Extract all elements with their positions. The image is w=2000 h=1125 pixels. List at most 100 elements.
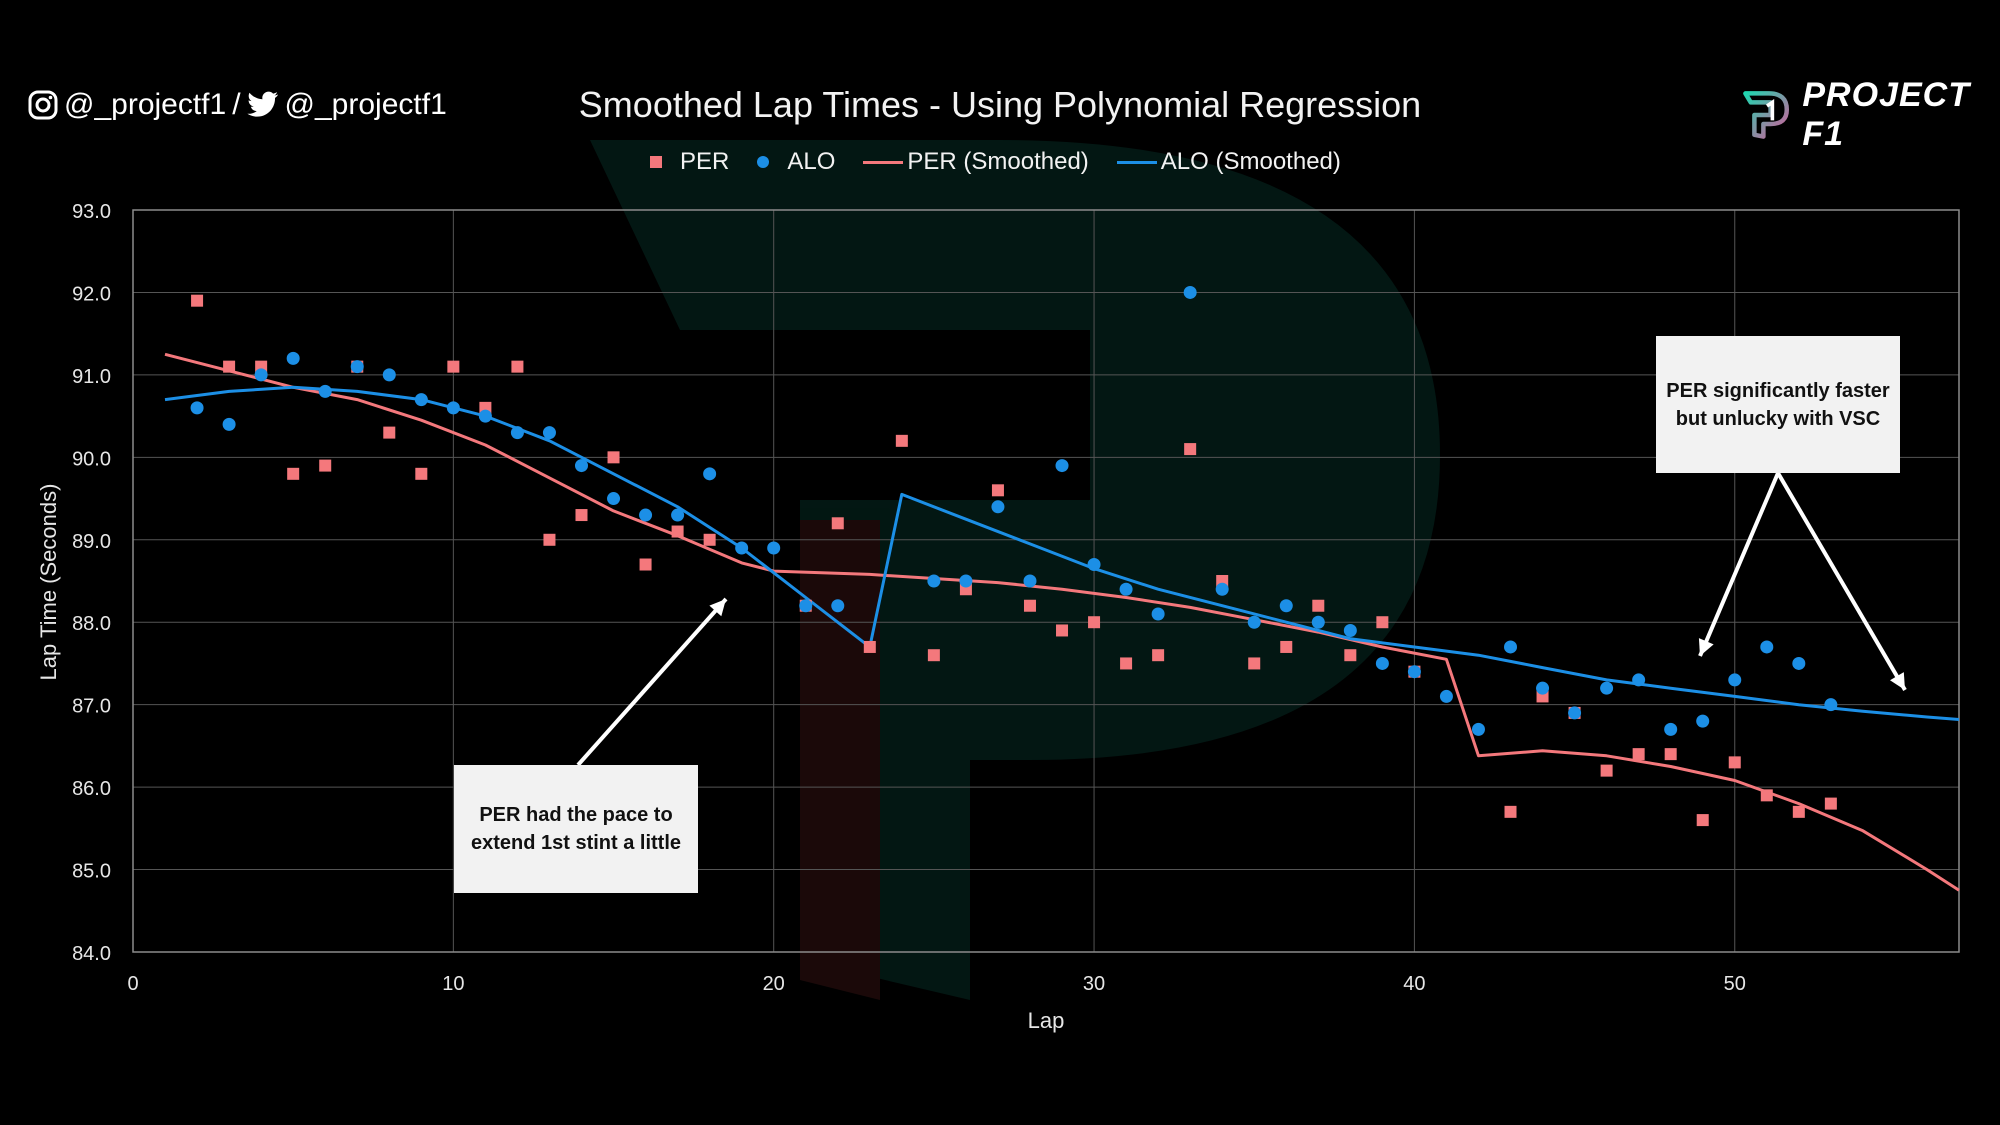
chart-title: Smoothed Lap Times - Using Polynomial Re…	[578, 84, 1422, 125]
instagram-handle: @_projectf1	[64, 88, 227, 121]
alo-lap-point	[1055, 459, 1069, 473]
alo-lap-point	[1279, 599, 1293, 613]
y-tick-label: 92.0	[72, 283, 111, 305]
alo-lap-point	[991, 500, 1005, 514]
per-lap-point	[1248, 657, 1261, 670]
y-tick-label: 84.0	[72, 943, 111, 965]
alo-lap-point	[318, 384, 332, 398]
alo-lap-point	[735, 541, 749, 555]
per-lap-point	[1280, 640, 1293, 653]
right-arrow-1	[1698, 472, 1780, 657]
per-lap-point	[1664, 748, 1677, 761]
legend-label-per-smoothed: PER (Smoothed)	[907, 148, 1089, 175]
per-lap-point	[543, 533, 556, 546]
per-lap-point	[703, 533, 716, 546]
alo-lap-point	[639, 508, 653, 522]
social-handles: @_projectf1 / @_projectf1	[28, 88, 447, 122]
x-tick-label: 20	[763, 973, 785, 995]
alo-lap-point	[927, 574, 941, 588]
legend-square-marker	[650, 156, 662, 168]
per-lap-point	[639, 558, 652, 571]
y-tick-label: 89.0	[72, 531, 111, 553]
alo-lap-point	[671, 508, 685, 522]
callout-right: PER significantly faster but unlucky wit…	[1656, 336, 1900, 473]
chart-legend: PER ALO PER (Smoothed) ALO (Smoothed)	[650, 148, 1369, 176]
per-lap-point	[927, 649, 940, 662]
per-lap-point	[1632, 748, 1645, 761]
per-lap-point	[607, 451, 620, 464]
alo-lap-point	[478, 409, 492, 423]
legend-item-per: PER	[650, 148, 729, 176]
per-lap-point	[831, 517, 844, 530]
y-tick-label: 88.0	[72, 613, 111, 635]
legend-item-per-smoothed: PER (Smoothed)	[863, 148, 1089, 176]
alo-lap-point	[1632, 673, 1646, 687]
legend-label-alo: ALO	[787, 148, 836, 175]
scatter-points	[190, 285, 1838, 827]
legend-line-alo	[1116, 160, 1157, 164]
right-arrow-1-head	[1698, 638, 1714, 656]
per-lap-point	[1023, 599, 1036, 612]
brand-name: PROJECT F1	[1802, 76, 1970, 153]
twitter-icon	[246, 91, 278, 117]
alo-lap-point	[510, 426, 524, 440]
per-lap-point	[1344, 649, 1357, 662]
alo-lap-point	[1664, 722, 1678, 736]
alo-smoothed-line	[164, 385, 1960, 721]
axes: 84.0 85.0 86.0 87.0 88.0 89.0 90.0 91.0 92.0 93.0…	[72, 201, 1960, 995]
legend-label-per: PER	[680, 148, 730, 175]
per-lap-point	[223, 360, 236, 373]
per-lap-point	[287, 467, 300, 480]
alo-lap-point	[1119, 582, 1133, 596]
alo-lap-point	[286, 351, 300, 365]
callout-left: PER had the pace to extend 1st stint a l…	[454, 765, 698, 893]
legend-item-alo-smoothed: ALO (Smoothed)	[1116, 148, 1341, 176]
alo-lap-point	[1792, 656, 1806, 670]
y-tick-label: 87.0	[72, 696, 111, 718]
callout-left-text: PER had the pace to extend 1st stint a l…	[470, 804, 682, 854]
per-lap-point	[1088, 616, 1101, 629]
plot-border	[132, 209, 1960, 953]
per-lap-point	[447, 360, 460, 373]
left-arrow-head	[709, 599, 726, 617]
alo-lap-point	[350, 360, 364, 374]
y-tick-label: 86.0	[72, 778, 111, 800]
alo-lap-point	[1215, 582, 1229, 596]
x-tick-label: 40	[1403, 973, 1425, 995]
per-lap-point	[319, 459, 332, 472]
alo-lap-point	[414, 393, 428, 407]
project-f1-logo-icon	[1743, 91, 1790, 139]
x-tick-label: 50	[1724, 973, 1746, 995]
alo-lap-point	[446, 401, 460, 415]
y-tick-label: 90.0	[72, 448, 111, 470]
right-arrow-2	[1776, 471, 1907, 692]
handle-separator: /	[232, 88, 241, 121]
callout-right-text: PER significantly faster but unlucky wit…	[1666, 379, 1890, 430]
per-lap-point	[863, 640, 876, 653]
brand-logo: PROJECT F1	[1740, 76, 2000, 154]
per-lap-point	[1504, 805, 1517, 818]
alo-lap-point	[254, 368, 268, 382]
left-arrow	[576, 597, 728, 767]
per-lap-point	[383, 426, 396, 439]
alo-lap-point	[190, 401, 204, 415]
per-lap-point	[1600, 764, 1613, 777]
alo-lap-point	[574, 459, 588, 473]
per-lap-point	[191, 294, 204, 307]
alo-lap-point	[831, 599, 845, 613]
alo-lap-point	[1151, 607, 1165, 621]
alo-lap-point	[1824, 698, 1838, 712]
y-tick-label: 85.0	[72, 861, 111, 883]
alo-lap-point	[959, 574, 973, 588]
annotation-arrows	[576, 471, 1907, 767]
alo-lap-point	[1087, 558, 1101, 572]
per-lap-point	[895, 434, 908, 447]
x-tick-label: 30	[1083, 973, 1105, 995]
alo-lap-point	[1471, 722, 1485, 736]
x-axis-label: Lap	[1028, 1008, 1065, 1033]
legend-label-alo-smoothed: ALO (Smoothed)	[1160, 148, 1341, 175]
alo-lap-point	[1760, 640, 1774, 654]
legend-item-alo: ALO	[757, 148, 835, 176]
y-tick-label: 91.0	[72, 366, 111, 388]
per-lap-point	[1728, 756, 1741, 769]
